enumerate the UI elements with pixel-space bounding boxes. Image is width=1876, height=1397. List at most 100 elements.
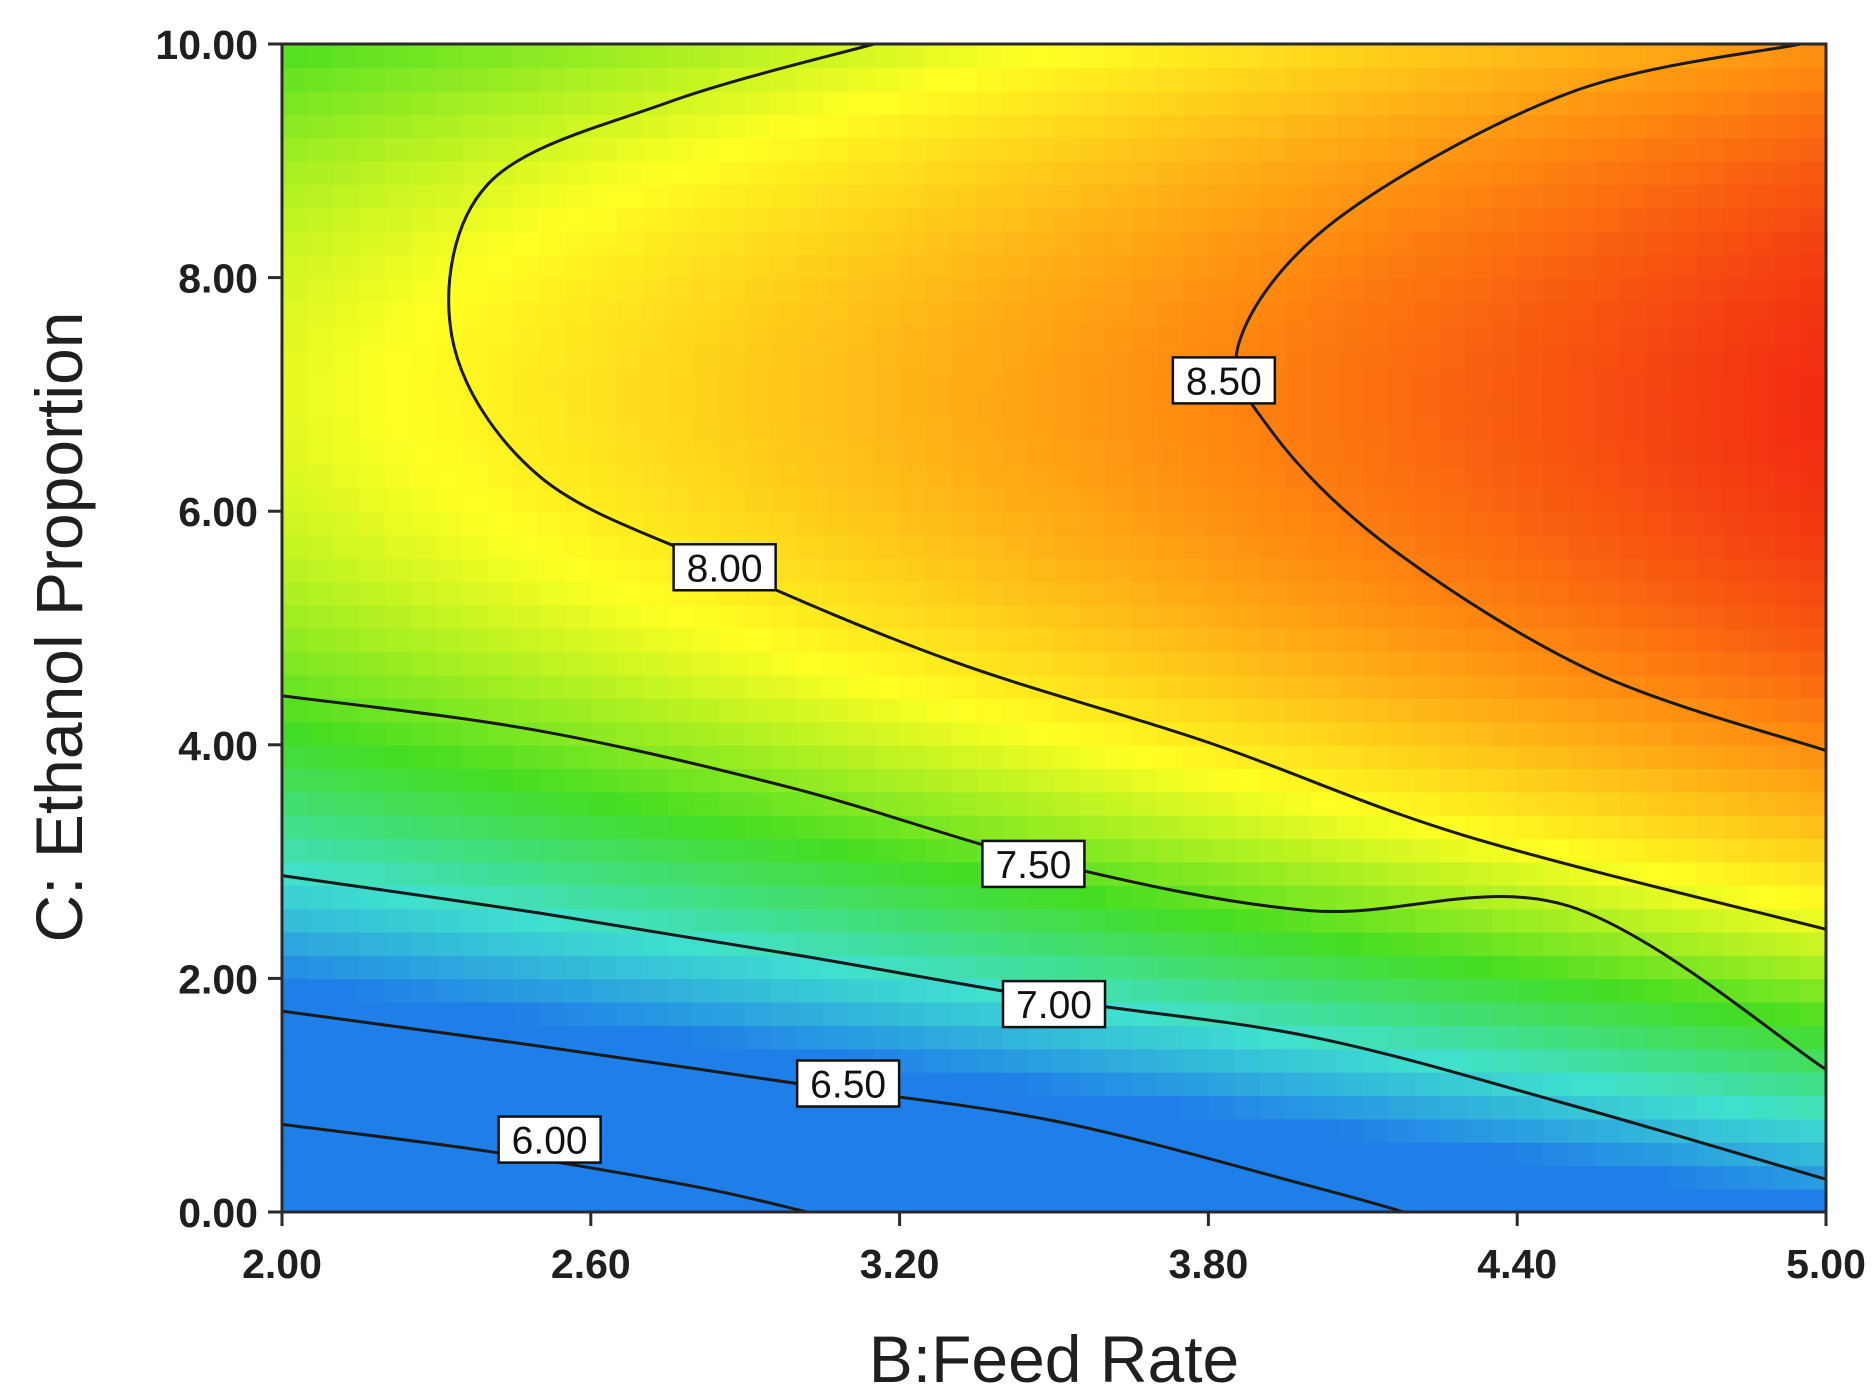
heatmap-cell [1337,301,1364,326]
heatmap-cell [951,277,978,302]
heatmap-cell [899,861,927,886]
heatmap-cell [848,1165,875,1190]
heatmap-cell [1054,1071,1081,1096]
heatmap-cell [1337,721,1364,746]
heatmap-cell [745,371,772,396]
heatmap-cell [359,44,386,69]
heatmap-cell [436,1071,463,1096]
heatmap-cell [1105,371,1132,396]
heatmap-cell [822,651,849,676]
heatmap-cell [359,394,386,419]
heatmap-cell [1208,861,1235,886]
heatmap-cell [1002,90,1029,115]
heatmap-cell [410,44,438,69]
heatmap-cell [1208,277,1235,302]
heatmap-cell [1388,674,1415,699]
heatmap-cell [1105,67,1132,92]
heatmap-cell [873,1001,901,1026]
heatmap-cell [1156,814,1184,840]
heatmap-cell [1156,698,1184,723]
heatmap-cell [282,955,309,980]
heatmap-cell [1208,67,1235,92]
heatmap-cell [1748,885,1776,910]
heatmap-cell [1259,1095,1287,1120]
heatmap-cell [925,534,952,559]
heatmap-cell [1414,1118,1441,1143]
heatmap-cell [1388,137,1415,162]
heatmap-cell [1156,137,1184,162]
heatmap-cell [1748,534,1776,559]
heatmap-cell [976,908,1004,933]
heatmap-cell [1414,347,1441,372]
heatmap-cell [1131,207,1158,232]
heatmap-cell [359,768,386,793]
heatmap-cell [1362,1001,1390,1026]
heatmap-cell [1620,184,1647,209]
heatmap-cell [1800,1071,1826,1096]
heatmap-cell [1568,908,1596,933]
heatmap-cell [384,394,412,419]
heatmap-cell [513,814,541,840]
heatmap-cell [1697,1071,1724,1096]
heatmap-cell [616,557,643,583]
heatmap-cell [616,417,643,442]
heatmap-cell [925,487,952,512]
heatmap-cell [1440,1025,1467,1050]
heatmap-cell [796,814,824,840]
heatmap-cell [410,1071,438,1096]
heatmap-cell [796,651,824,676]
heatmap-cell [1748,90,1776,115]
heatmap-cell [899,557,927,583]
heatmap-cell [1697,814,1724,840]
heatmap-cell [1414,674,1441,699]
contour-label-box [497,1115,602,1164]
heatmap-cell [1800,1095,1826,1120]
heatmap-cell [1311,978,1338,1003]
heatmap-cell [539,931,566,956]
heatmap-cell [1131,604,1158,629]
heatmap-cell [1620,1071,1647,1096]
heatmap-cell [513,557,541,583]
heatmap-cell [668,184,695,209]
heatmap-cell [513,581,541,606]
heatmap-cell [1620,277,1647,302]
heatmap-cell [462,978,489,1003]
heatmap-cell [1697,1118,1724,1143]
heatmap-cell [462,441,489,466]
heatmap-cell [1774,394,1801,419]
heatmap-cell [616,90,643,115]
heatmap-cell [693,1095,721,1120]
heatmap-cell [1388,511,1415,536]
heatmap-cell [487,184,515,209]
heatmap-cell [282,324,309,349]
heatmap-cell [1156,67,1184,92]
heatmap-cell [616,1001,643,1026]
heatmap-cell [1671,651,1699,676]
heatmap-cell [1234,230,1261,256]
heatmap-cell [796,674,824,699]
heatmap-cell [359,207,386,232]
heatmap-cell [1800,137,1826,162]
heatmap-cell [1620,978,1647,1003]
heatmap-cell [1285,277,1313,302]
heatmap-cell [282,44,309,69]
heatmap-cell [1723,1025,1750,1050]
heatmap-cell [384,487,412,512]
heatmap-cell [1337,1071,1364,1096]
heatmap-cell [770,674,798,699]
heatmap-cell [307,1141,335,1167]
heatmap-cell [1568,1188,1596,1212]
heatmap-cell [282,137,309,162]
y-tick-label: 10.00 [155,22,258,68]
heatmap-cell [333,137,360,162]
heatmap-cell [282,230,309,256]
heatmap-cell [1542,721,1570,746]
heatmap-cell [1054,885,1081,910]
heatmap-cell [1182,277,1210,302]
heatmap-cell [1517,1048,1544,1073]
heatmap-cell [1645,744,1673,769]
heatmap-cell [873,324,901,349]
heatmap-cell [1774,487,1801,512]
heatmap-cell [770,1118,798,1143]
heatmap-cell [1440,1188,1467,1212]
